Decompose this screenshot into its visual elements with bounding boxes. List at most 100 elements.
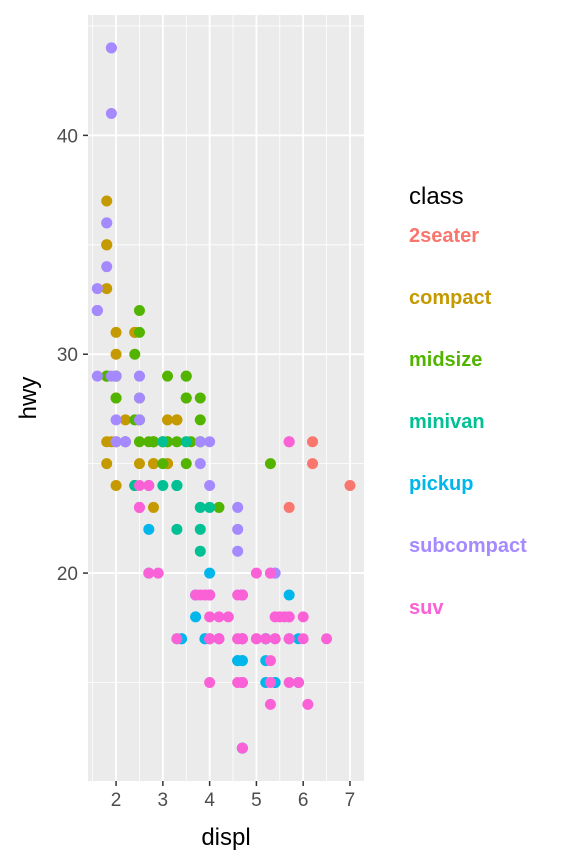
data-point-suv [204, 677, 216, 689]
x-tick-label: 3 [158, 790, 169, 811]
data-point-midsize [194, 414, 206, 426]
data-point-suv [133, 501, 145, 513]
data-point-subcompact [194, 436, 206, 448]
data-point-compact [101, 239, 113, 251]
major-gridlines [88, 15, 364, 781]
data-point-compact [171, 414, 183, 426]
data-point-minivan [171, 480, 183, 492]
data-point-subcompact [232, 523, 244, 535]
data-point-suv [260, 633, 272, 645]
data-point-subcompact [133, 414, 145, 426]
x-tick-label: 4 [204, 790, 215, 811]
data-point-compact [147, 458, 159, 470]
data-point-subcompact [232, 545, 244, 557]
legend-entry-minivan: minivan [409, 411, 485, 433]
legend-entry-2seater: 2seater [409, 225, 479, 247]
data-point-minivan [204, 501, 216, 513]
data-point-midsize [133, 436, 145, 448]
data-point-subcompact [105, 107, 117, 119]
data-point-midsize [180, 458, 192, 470]
data-point-minivan [171, 523, 183, 535]
y-tick-label: 40 [57, 126, 78, 147]
x-axis: 2 3 4 5 6 7 [111, 781, 355, 811]
data-point-suv [264, 698, 276, 710]
data-point-subcompact [204, 480, 216, 492]
data-point-compact [110, 348, 122, 360]
data-point-subcompact [110, 414, 122, 426]
data-point-suv [264, 567, 276, 579]
data-point-midsize [180, 392, 192, 404]
data-point-suv [302, 698, 314, 710]
data-point-compact [162, 414, 174, 426]
data-point-suv [264, 655, 276, 667]
legend: class 2seater compact midsize minivan pickup… [409, 183, 527, 619]
data-point-midsize [133, 326, 145, 338]
data-point-midsize [171, 436, 183, 448]
data-point-suv [297, 633, 309, 645]
data-point-suv [236, 677, 248, 689]
data-point-minivan [180, 436, 192, 448]
data-point-minivan [194, 545, 206, 557]
data-point-compact [147, 501, 159, 513]
x-tick-label: 6 [298, 790, 309, 811]
data-point-midsize [180, 370, 192, 382]
data-point-suv [283, 633, 295, 645]
y-tick-label: 20 [57, 564, 78, 585]
data-point-suv [293, 677, 305, 689]
data-point-suv [152, 567, 164, 579]
legend-entry-midsize: midsize [409, 349, 482, 371]
data-point-suv [321, 633, 333, 645]
data-point-pickup [143, 523, 155, 535]
data-point-pickup [204, 567, 216, 579]
panel-background [88, 15, 364, 781]
data-point-subcompact [133, 370, 145, 382]
data-point-midsize [194, 392, 206, 404]
data-point-compact [133, 458, 145, 470]
data-point-subcompact [194, 458, 206, 470]
data-point-midsize [213, 501, 225, 513]
data-point-suv [283, 677, 295, 689]
legend-entry-suv: suv [409, 597, 444, 619]
data-point-subcompact [91, 304, 103, 316]
data-point-midsize [147, 436, 159, 448]
data-point-minivan [194, 523, 206, 535]
data-point-suv [143, 567, 155, 579]
data-point-compact [119, 414, 131, 426]
data-point-suv [264, 677, 276, 689]
data-point-suv [171, 633, 183, 645]
data-point-subcompact [133, 392, 145, 404]
data-point-suv [236, 589, 248, 601]
data-point-minivan [194, 501, 206, 513]
data-point-suv [236, 633, 248, 645]
x-tick-label: 5 [251, 790, 262, 811]
data-point-compact [101, 283, 113, 295]
data-point-compact [110, 480, 122, 492]
data-point-suv [283, 436, 295, 448]
data-point-suv [204, 589, 216, 601]
data-point-suv [204, 611, 216, 623]
data-point-compact [110, 326, 122, 338]
data-point-subcompact [101, 261, 113, 273]
data-point-midsize [110, 392, 122, 404]
data-point-subcompact [204, 436, 216, 448]
data-point-subcompact [119, 436, 131, 448]
data-point-compact [101, 458, 113, 470]
data-point-subcompact [105, 42, 117, 54]
y-axis-title: hwy [15, 377, 42, 420]
y-tick-label: 30 [57, 345, 78, 366]
y-axis: 20 30 40 [57, 126, 88, 585]
data-point-midsize [264, 458, 276, 470]
data-point-midsize [133, 304, 145, 316]
data-point-pickup [190, 611, 202, 623]
data-point-subcompact [232, 501, 244, 513]
data-point-subcompact [91, 370, 103, 382]
data-point-suv [222, 611, 234, 623]
data-point-2seater [344, 480, 356, 492]
legend-entry-subcompact: subcompact [409, 535, 527, 557]
data-point-midsize [162, 370, 174, 382]
data-point-midsize [157, 458, 169, 470]
data-point-suv [133, 480, 145, 492]
data-point-minivan [157, 480, 169, 492]
legend-title: class [409, 183, 464, 210]
